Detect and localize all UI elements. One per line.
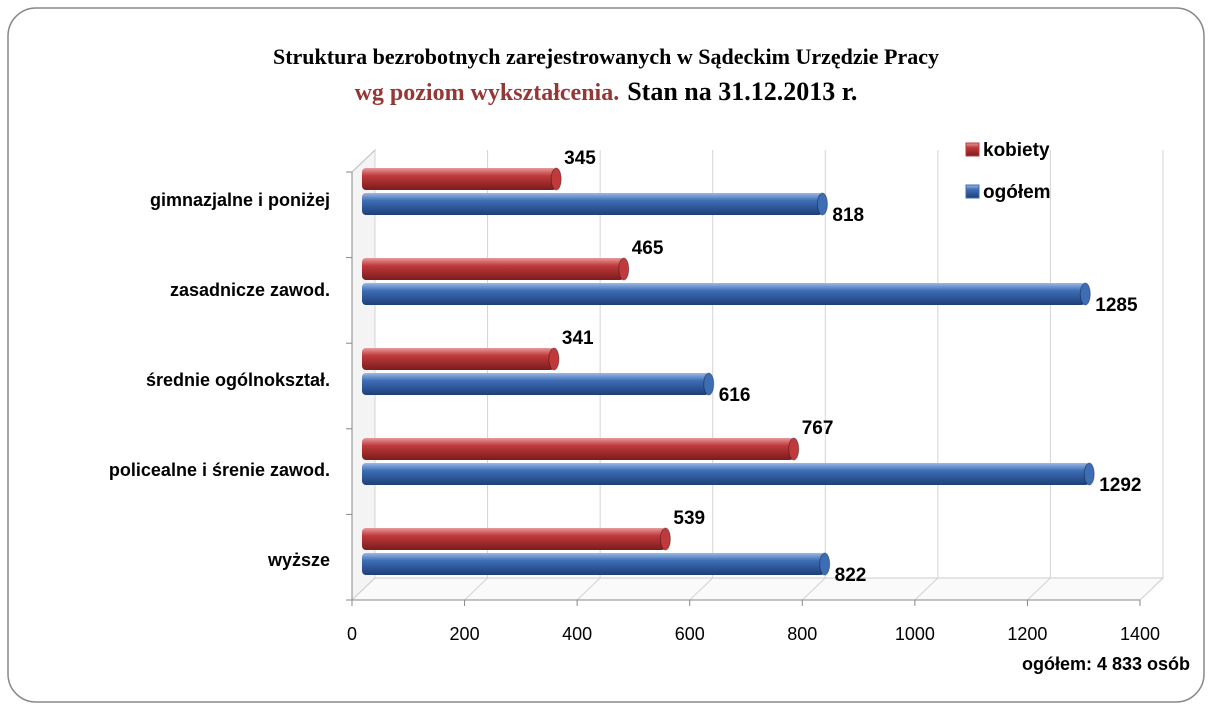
bar-cap (816, 192, 828, 216)
legend-label: kobiety (983, 140, 1050, 161)
x-tick-label: 200 (450, 624, 480, 644)
x-tick-label: 600 (675, 624, 705, 644)
y-tick-label: policealne i śrenie zawod. (109, 460, 330, 480)
data-label: 822 (835, 565, 867, 586)
bar-cap (618, 257, 630, 281)
data-label: 341 (562, 328, 594, 349)
data-label: 1292 (1099, 475, 1141, 496)
chart-subtitle: wg poziom wykształcenia. Stan na 31.12.20… (355, 77, 858, 106)
bar (362, 553, 825, 575)
x-tick-label: 1400 (1120, 624, 1160, 644)
bar (362, 258, 624, 280)
legend-swatch (965, 184, 980, 199)
subtitle-part: Stan na 31.12.2013 r. (627, 77, 857, 106)
bar (362, 463, 1090, 485)
annotation: ogółem: 4 833 osób (1022, 654, 1190, 674)
bar-cap (548, 347, 560, 371)
bar-cap (788, 437, 800, 461)
grid-line (1139, 150, 1164, 601)
bar (362, 168, 557, 190)
floor (350, 577, 1165, 601)
x-tick-label: 800 (787, 624, 817, 644)
bar-cap (703, 372, 715, 396)
x-tick-label: 1200 (1007, 624, 1047, 644)
subtitle-part: wg poziom wykształcenia. (355, 80, 620, 106)
bar-cap (550, 167, 562, 191)
data-label: 767 (802, 418, 834, 439)
legend-swatch (965, 142, 980, 157)
legend-label: ogółem (983, 182, 1051, 203)
data-label: 465 (632, 238, 664, 259)
bar-cap (819, 552, 831, 576)
data-label: 818 (832, 205, 864, 226)
data-label: 1285 (1095, 295, 1138, 316)
bar (362, 438, 794, 460)
y-tick-label: wyższe (267, 550, 330, 570)
bar (362, 373, 709, 395)
bar (362, 193, 823, 215)
y-tick-label: gimnazjalne i poniżej (150, 190, 330, 210)
bar (362, 348, 554, 370)
y-tick-label: zasadnicze zawod. (170, 280, 330, 300)
bar-cap (1083, 462, 1095, 486)
bar (362, 528, 666, 550)
bar-cap (659, 527, 671, 551)
data-label: 345 (564, 148, 596, 169)
x-tick-label: 1000 (895, 624, 935, 644)
data-label: 539 (673, 508, 705, 529)
frame (7, 7, 1205, 703)
y-tick-label: średnie ogólnokształ. (146, 370, 330, 390)
bar-cap (1079, 282, 1091, 306)
x-tick-label: 0 (347, 624, 357, 644)
chart-title: Struktura bezrobotnych zarejestrowanych … (273, 44, 939, 69)
bar (362, 283, 1086, 305)
data-label: 616 (719, 385, 751, 406)
x-tick-label: 400 (562, 624, 592, 644)
